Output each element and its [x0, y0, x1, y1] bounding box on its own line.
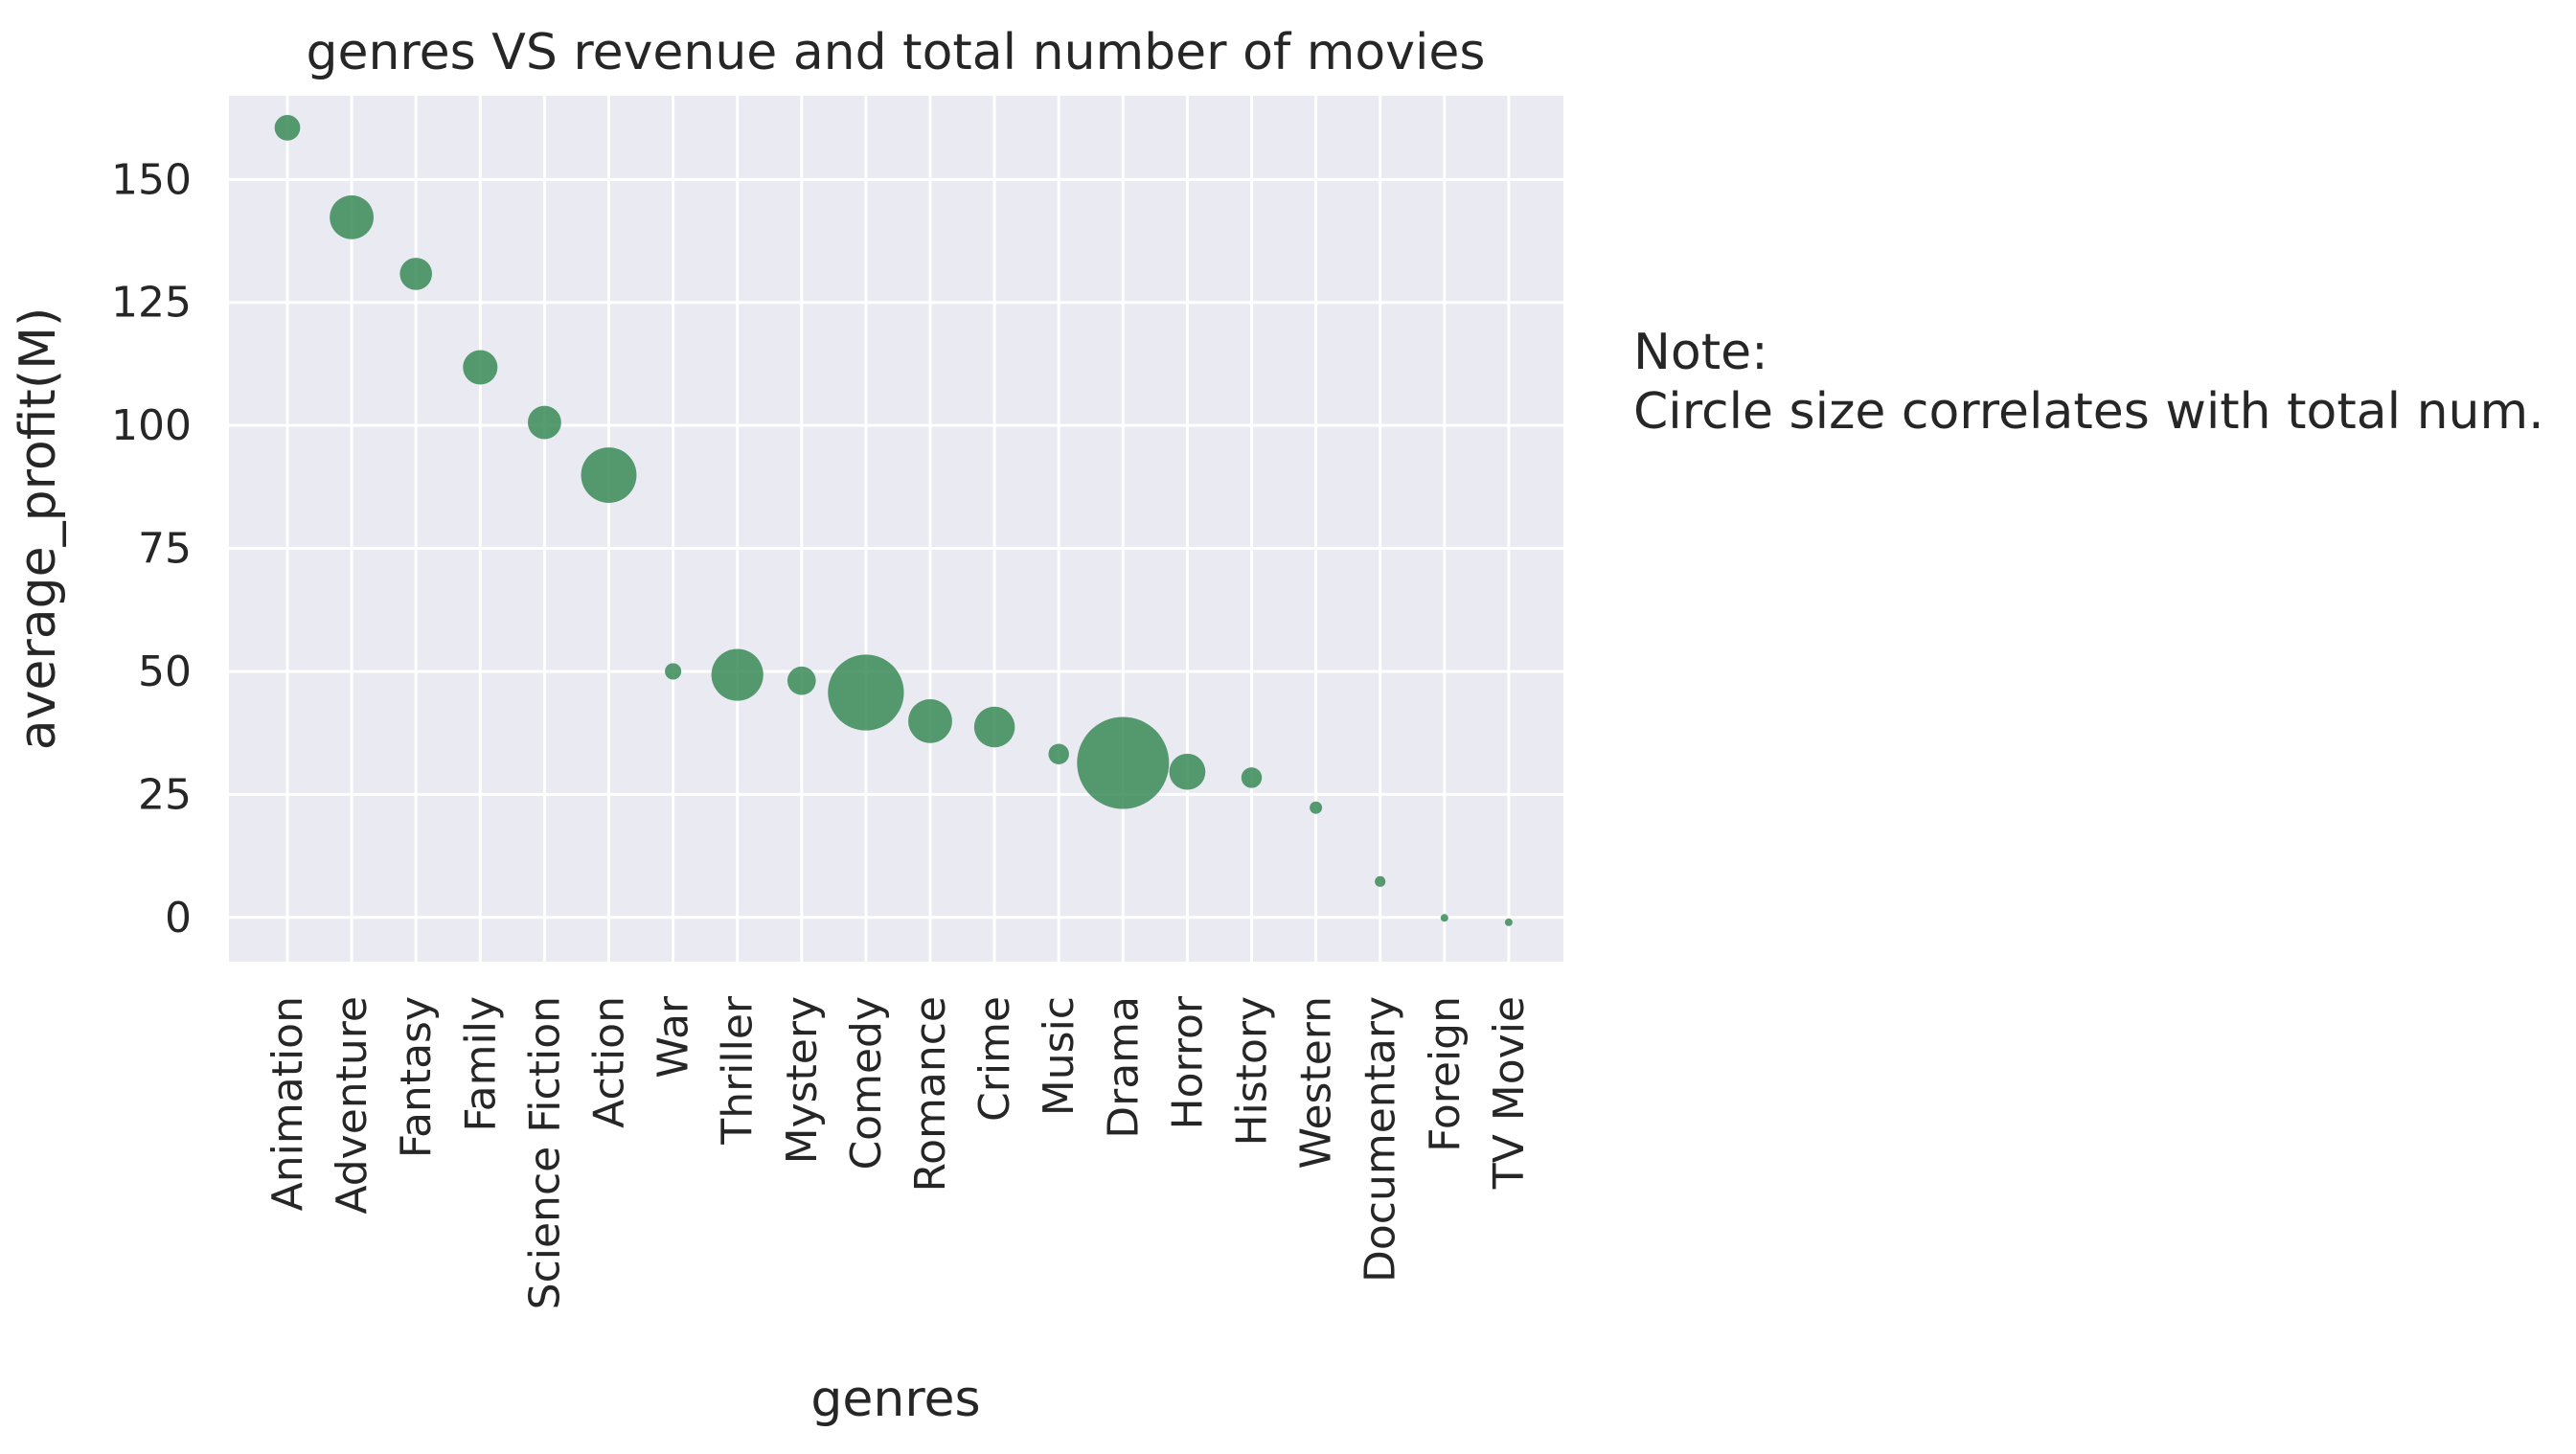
- x-tick-label: Drama: [1099, 996, 1148, 1139]
- data-point: [1375, 875, 1386, 887]
- y-tick-label: 100: [111, 401, 192, 450]
- grid-lines: [229, 96, 1563, 962]
- x-tick-label: TV Movie: [1485, 996, 1534, 1190]
- x-tick-label: Music: [1035, 996, 1083, 1116]
- data-point: [330, 194, 374, 239]
- y-tick-label: 125: [111, 279, 192, 328]
- data-point: [1241, 767, 1263, 788]
- x-tick-label: Adventure: [328, 996, 376, 1215]
- x-tick-label: Foreign: [1421, 996, 1470, 1152]
- x-tick-label: Horror: [1163, 995, 1212, 1129]
- x-tick-label: Mystery: [778, 996, 827, 1164]
- x-tick-label: Documentary: [1356, 996, 1405, 1283]
- data-point: [665, 663, 682, 680]
- data-point: [1048, 743, 1069, 764]
- data-point: [581, 447, 637, 503]
- x-tick-label: Western: [1292, 996, 1341, 1169]
- x-tick-label: Crime: [970, 996, 1019, 1122]
- note-line-1: Note:: [1633, 324, 1768, 381]
- data-point: [908, 698, 952, 743]
- data-point: [786, 666, 816, 695]
- data-point: [399, 258, 433, 290]
- x-tick-label: Fantasy: [392, 996, 441, 1158]
- data-point: [828, 654, 904, 731]
- x-tick-label: Romance: [906, 996, 955, 1193]
- y-tick-label: 75: [138, 525, 192, 574]
- y-tick-label: 25: [138, 770, 192, 819]
- x-tick-label: Comedy: [842, 996, 891, 1170]
- y-tick-label: 0: [165, 894, 192, 943]
- x-axis-title: genres: [810, 1371, 980, 1428]
- plot-area: [229, 96, 1563, 962]
- data-point: [1077, 716, 1170, 809]
- data-point: [1310, 801, 1323, 814]
- data-point: [463, 350, 498, 385]
- y-tick-label: 150: [111, 155, 192, 204]
- data-point: [1440, 914, 1448, 922]
- data-point: [527, 405, 561, 440]
- data-points: [274, 115, 1513, 926]
- data-point: [1504, 918, 1513, 926]
- y-tick-labels: 0 25 50 75 100 125 150: [111, 155, 192, 942]
- note-line-2: Circle size correlates with total num.: [1633, 383, 2544, 441]
- x-tick-label: Family: [456, 996, 505, 1132]
- data-point: [711, 648, 764, 701]
- data-point: [274, 115, 301, 141]
- y-tick-label: 50: [138, 647, 192, 696]
- x-tick-labels: Animation Adventure Fantasy Family Science F…: [263, 995, 1534, 1309]
- data-point: [973, 706, 1015, 748]
- data-point: [1169, 753, 1206, 790]
- y-axis-title: average_profit(M): [10, 307, 67, 751]
- chart-title: genres VS revenue and total number of mo…: [306, 24, 1485, 81]
- x-tick-label: Thriller: [714, 995, 763, 1146]
- x-tick-label: Animation: [263, 996, 312, 1211]
- x-tick-label: War: [650, 995, 698, 1079]
- x-tick-label: Science Fiction: [520, 996, 569, 1309]
- x-tick-label: History: [1228, 996, 1277, 1147]
- x-tick-label: Action: [585, 996, 634, 1128]
